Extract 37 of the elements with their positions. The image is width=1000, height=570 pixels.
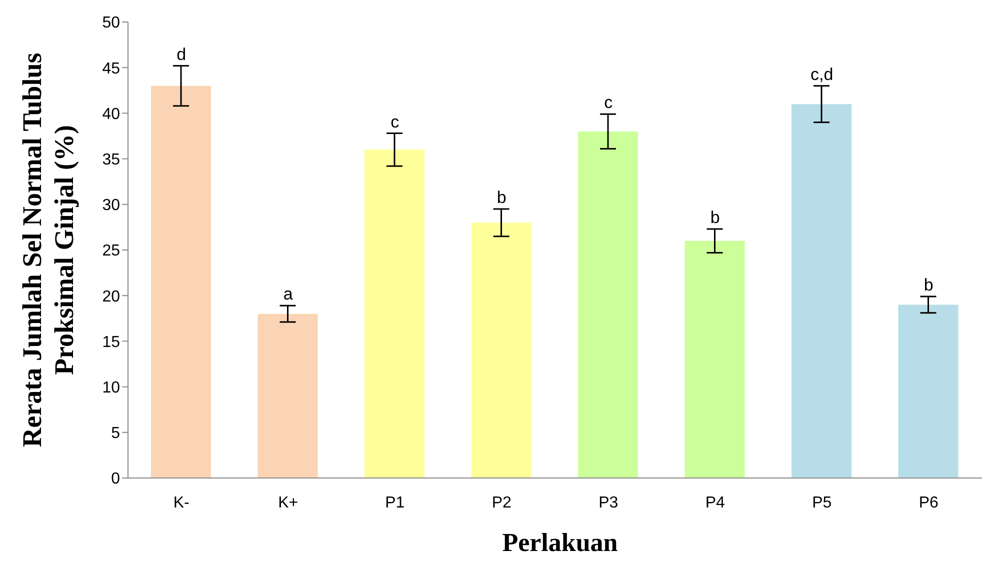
y-tick-label: 50	[102, 14, 120, 32]
y-tick-label: 45	[102, 60, 120, 78]
annotation: c	[604, 93, 614, 112]
bar	[364, 150, 424, 478]
bar	[898, 304, 958, 478]
x-tick-label: P5	[812, 494, 832, 512]
y-tick-label: 15	[102, 334, 120, 351]
bar	[684, 240, 745, 478]
x-tick-label: K+	[278, 494, 298, 512]
x-tick-label: P6	[918, 494, 939, 512]
y-tick-label: 25	[102, 242, 120, 260]
y-axis-title: Rerata Jumlah Sel Normal Tublus Proksimal Ginjal (%)	[16, 52, 80, 448]
annotation: b	[710, 208, 720, 228]
bar	[578, 131, 638, 478]
bar	[258, 314, 318, 478]
annotation: d	[176, 44, 186, 64]
y-tick-label: 35	[102, 151, 120, 168]
y-tick-label: 5	[111, 425, 120, 442]
x-tick-label: P4	[705, 494, 726, 512]
y-tick-label: 10	[102, 379, 120, 396]
y-tick-label: 20	[102, 288, 120, 306]
annotation: b	[496, 188, 506, 207]
y-tick-label: 40	[102, 106, 120, 123]
bar	[151, 86, 211, 478]
x-tick-label: P2	[492, 494, 512, 512]
x-tick-label: K-	[173, 494, 190, 512]
y-tick-label: 0	[111, 470, 120, 488]
annotation: a	[283, 284, 294, 304]
bar	[471, 222, 532, 478]
x-tick-label: P3	[598, 494, 618, 512]
x-axis-title: Perlakuan	[501, 528, 619, 558]
y-tick-label: 30	[102, 197, 120, 214]
annotation: c	[390, 112, 400, 132]
bar	[792, 104, 852, 478]
annotation: c,d	[810, 64, 834, 84]
annotation: b	[924, 276, 934, 295]
x-tick-label: P1	[385, 494, 405, 512]
